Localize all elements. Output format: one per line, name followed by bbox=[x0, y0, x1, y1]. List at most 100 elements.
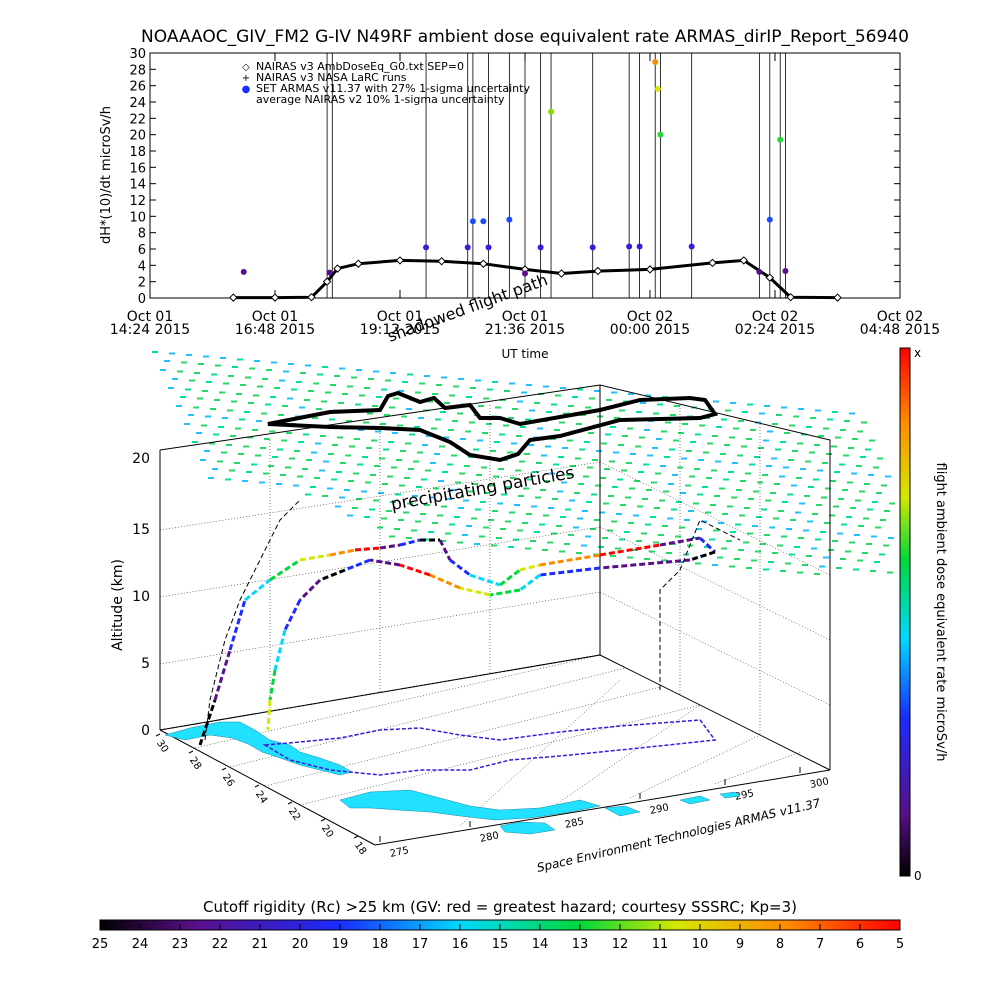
nairas-point bbox=[593, 266, 603, 276]
altitude-tick-label: 15 bbox=[132, 522, 150, 538]
y-tick-label: 28 bbox=[129, 63, 146, 78]
flight-track-segment bbox=[459, 586, 491, 597]
colorbar-tick-label: 25 bbox=[92, 937, 109, 952]
nairas-point bbox=[354, 259, 363, 268]
flight-track-segment bbox=[298, 578, 322, 602]
colorbar-tick-label: 7 bbox=[816, 937, 824, 952]
x-tick-label-date: Oct 01 bbox=[502, 309, 548, 325]
flight-track-segment bbox=[369, 558, 401, 567]
colorbar-tick-label: 15 bbox=[492, 937, 509, 952]
right-colorbar-bottom: 0 bbox=[914, 869, 922, 883]
colorbar-tick-label: 12 bbox=[612, 937, 629, 952]
armas-series bbox=[240, 58, 789, 277]
legend-entry: SET ARMAS v11.37 with 27% 1-sigma uncert… bbox=[256, 82, 530, 95]
flight-track-segment bbox=[244, 578, 271, 602]
projection-line bbox=[659, 519, 741, 690]
bottom-colorbar-ticks: 25 24 23 22 21 20 19 18 17 16 15 14 13 12 11 10 9 8 7 6 5 bbox=[92, 924, 904, 952]
flight-track-segment bbox=[354, 546, 381, 552]
flight-track-segment bbox=[268, 669, 277, 701]
colorbar-tick-label: 9 bbox=[736, 937, 744, 952]
lat-tick-mark bbox=[320, 818, 326, 822]
nairas-point bbox=[833, 293, 842, 302]
legend-symbol: ◇ bbox=[242, 62, 250, 73]
y-tick-label: 4 bbox=[138, 259, 146, 274]
nairas-point bbox=[437, 257, 446, 266]
x-tick-label-time: 16:48 2015 bbox=[235, 322, 315, 338]
y-tick-label: 6 bbox=[138, 243, 146, 258]
altitude-tick-label: 20 bbox=[132, 451, 150, 467]
armas-point bbox=[464, 244, 471, 251]
top-x-label: UT time bbox=[501, 347, 548, 361]
nairas-point bbox=[786, 292, 795, 302]
flight-track-segment bbox=[599, 543, 661, 557]
nairas-curve bbox=[233, 258, 838, 300]
armas-point bbox=[654, 85, 661, 92]
flight-track-segment bbox=[698, 536, 717, 554]
y-tick-label: 16 bbox=[129, 161, 146, 176]
longitude-ticks: 275 280 285 290 295 300 bbox=[379, 767, 830, 860]
y-tick-label: 20 bbox=[129, 129, 146, 144]
y-tick-label: 22 bbox=[129, 112, 146, 127]
bottom-colorbar-label: Cutoff rigidity (Rc) >25 km (GV: red = g… bbox=[203, 898, 797, 916]
lon-tick-label: 295 bbox=[734, 788, 755, 803]
flight-track-segment bbox=[344, 558, 371, 572]
flight-track-segment bbox=[489, 588, 521, 597]
x-tick-label-time: 14:24 2015 bbox=[110, 322, 190, 338]
lat-tick-mark bbox=[254, 784, 260, 788]
colorbar-tick-label: 17 bbox=[412, 937, 429, 952]
flight-track-segment bbox=[319, 568, 346, 582]
colorbar-tick-label: 21 bbox=[252, 937, 269, 952]
armas-point bbox=[423, 244, 430, 251]
flight-track-segment bbox=[599, 558, 691, 570]
latitude-ticks: 30 28 26 24 22 20 18 bbox=[154, 733, 368, 857]
y-tick-label: 18 bbox=[129, 145, 146, 160]
flight-track-segment bbox=[519, 563, 541, 572]
nairas-point bbox=[395, 256, 405, 265]
y-tick-label: 30 bbox=[129, 47, 146, 62]
lat-tick-label: 20 bbox=[319, 823, 335, 840]
flight-track-segment bbox=[213, 649, 232, 701]
flight-track-segment bbox=[273, 629, 287, 671]
right-colorbar-label: flight ambient dose equivalent rate micr… bbox=[933, 463, 948, 762]
y-tick-label: 8 bbox=[138, 227, 146, 242]
flight-track-segment bbox=[399, 563, 431, 577]
flight-track-segment bbox=[449, 558, 471, 577]
map-land bbox=[164, 721, 741, 835]
flight-track-segment bbox=[539, 553, 601, 567]
flight-track-segment bbox=[659, 536, 701, 547]
armas-point bbox=[782, 268, 789, 275]
armas-point bbox=[777, 136, 784, 143]
legend-entry: NAIRAS v3 AmbDoseEq_G0.txt SEP=0 bbox=[256, 60, 464, 73]
lat-tick-label: 28 bbox=[187, 755, 203, 772]
y-tick-label: 24 bbox=[129, 96, 146, 111]
lat-tick-mark bbox=[353, 835, 359, 839]
flight-track-segment bbox=[399, 538, 421, 547]
flight-track-segment bbox=[329, 548, 356, 557]
colorbar-tick-label: 19 bbox=[332, 937, 349, 952]
armas-point bbox=[766, 216, 773, 223]
nairas-point bbox=[739, 256, 748, 265]
nairas-point bbox=[645, 265, 655, 274]
colorbar-tick-label: 13 bbox=[572, 937, 589, 952]
nairas-point bbox=[765, 273, 775, 282]
nairas-point bbox=[270, 293, 280, 302]
lat-tick-mark bbox=[287, 801, 293, 805]
colorbar-tick-label: 10 bbox=[692, 937, 709, 952]
colorbar-tick-label: 22 bbox=[212, 937, 229, 952]
colorbar-tick-label: 16 bbox=[452, 937, 469, 952]
armas-point bbox=[326, 269, 333, 276]
lat-tick-mark bbox=[221, 767, 227, 771]
lon-tick-label: 280 bbox=[479, 830, 500, 845]
colorbar-tick-label: 8 bbox=[776, 937, 784, 952]
legend-entry: average NAIRAS v2 10% 1-sigma uncertaint… bbox=[256, 93, 505, 106]
x-tick-label-date: Oct 01 bbox=[252, 309, 298, 325]
nairas-point bbox=[307, 292, 316, 302]
lat-tick-mark bbox=[155, 733, 161, 737]
lon-tick-label: 285 bbox=[564, 816, 585, 831]
altitude-tick-label: 0 bbox=[141, 723, 150, 739]
x-tick-label-date: Oct 02 bbox=[627, 309, 673, 325]
